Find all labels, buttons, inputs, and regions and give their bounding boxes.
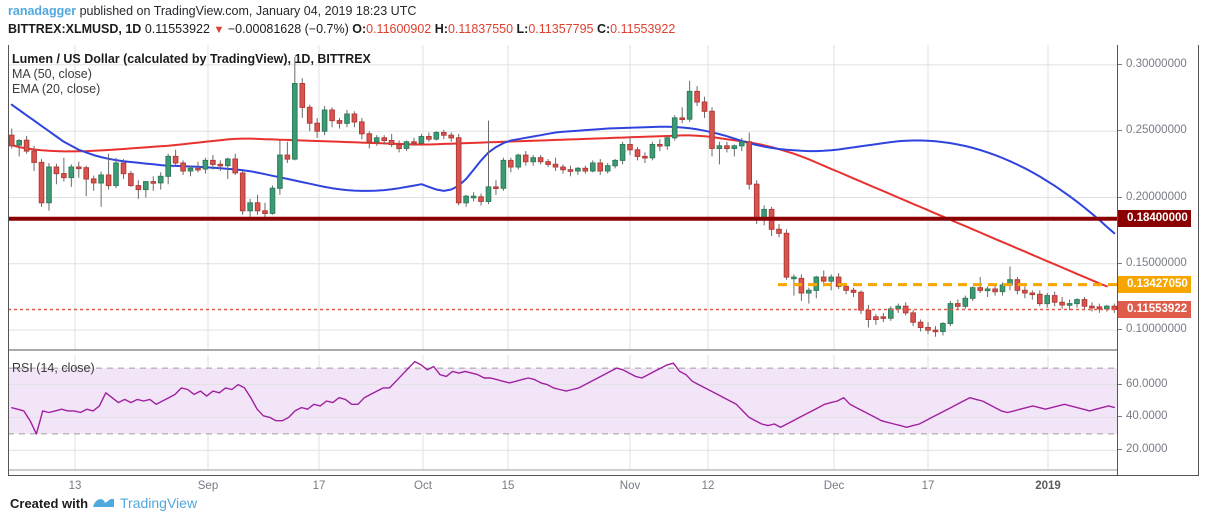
low-value: 0.11357795 xyxy=(528,22,594,36)
time-tick-2019: 2019 xyxy=(1035,480,1061,492)
publish-text: published on TradingView.com, January 04… xyxy=(76,4,417,18)
chart-header: ranadagger published on TradingView.com,… xyxy=(8,4,1198,38)
open-label: O: xyxy=(352,22,367,36)
price-tick-0.30000000: 0.30000000 xyxy=(1118,58,1187,70)
rsi-tick-40.0000: 40.0000 xyxy=(1118,410,1168,422)
tradingview-logo-icon xyxy=(93,495,115,511)
symbol-label[interactable]: BITTREX:XLMUSD, 1D xyxy=(8,22,142,36)
price-change-value: −0.00081628 (−0.7%) xyxy=(227,22,349,36)
legend-rsi[interactable]: RSI (14, close) xyxy=(12,361,95,375)
open-value: 0.11600902 xyxy=(366,22,432,36)
time-tick-Oct: Oct xyxy=(414,480,432,492)
time-tick-15: 15 xyxy=(501,480,515,492)
time-tick-Sep: Sep xyxy=(197,480,219,492)
publish-attribution: ranadagger published on TradingView.com,… xyxy=(8,4,1198,19)
price-tick-0.25000000: 0.25000000 xyxy=(1118,124,1187,136)
created-with-label: Created with xyxy=(10,495,89,511)
high-value: 0.11837550 xyxy=(447,22,514,36)
price-badge-resistance[interactable]: 0.18400000 xyxy=(1118,210,1191,228)
time-tick-13: 13 xyxy=(68,480,82,492)
time-tick-12: 12 xyxy=(701,480,715,492)
tradingview-brand-label[interactable]: TradingView xyxy=(120,495,198,511)
rsi-tick-20.0000: 20.0000 xyxy=(1118,443,1168,455)
price-and-rsi-plot[interactable] xyxy=(8,45,1199,475)
time-tick-17: 17 xyxy=(921,480,935,492)
symbol-quote-line: BITTREX:XLMUSD, 1D 0.11553922 ▼ −0.00081… xyxy=(8,21,1198,38)
author-name[interactable]: ranadagger xyxy=(8,4,77,18)
low-label: L: xyxy=(516,22,529,36)
price-axis[interactable]: 0.30000000 0.25000000 0.20000000 0.15000000… xyxy=(1118,45,1200,475)
time-axis: 13 Sep 17 Oct 15 Nov 12 Dec 17 2019 xyxy=(8,475,1199,498)
time-tick-Nov: Nov xyxy=(619,480,641,492)
price-panel-border xyxy=(8,45,1118,475)
rsi-tick-60.0000: 60.0000 xyxy=(1118,378,1168,390)
chart-canvas-area[interactable] xyxy=(8,45,1199,475)
time-tick-Dec: Dec xyxy=(823,480,845,492)
price-axis-border xyxy=(1118,45,1199,475)
price-down-arrow-icon: ▼ xyxy=(213,24,225,36)
last-price-value: 0.11553922 xyxy=(144,22,210,36)
close-value: 0.11553922 xyxy=(610,22,676,36)
price-badge-last-price[interactable]: 0.11553922 xyxy=(1118,301,1191,318)
high-label: H: xyxy=(434,22,448,36)
close-label: C: xyxy=(596,22,611,36)
footer-attribution: Created with TradingView xyxy=(10,495,197,511)
price-badge-support[interactable]: 0.13427050 xyxy=(1118,276,1191,294)
time-tick-17: 17 xyxy=(312,480,326,492)
price-tick-0.20000000: 0.20000000 xyxy=(1118,191,1187,203)
price-tick-0.10000000: 0.10000000 xyxy=(1118,323,1187,335)
price-tick-0.15000000: 0.15000000 xyxy=(1118,257,1187,269)
